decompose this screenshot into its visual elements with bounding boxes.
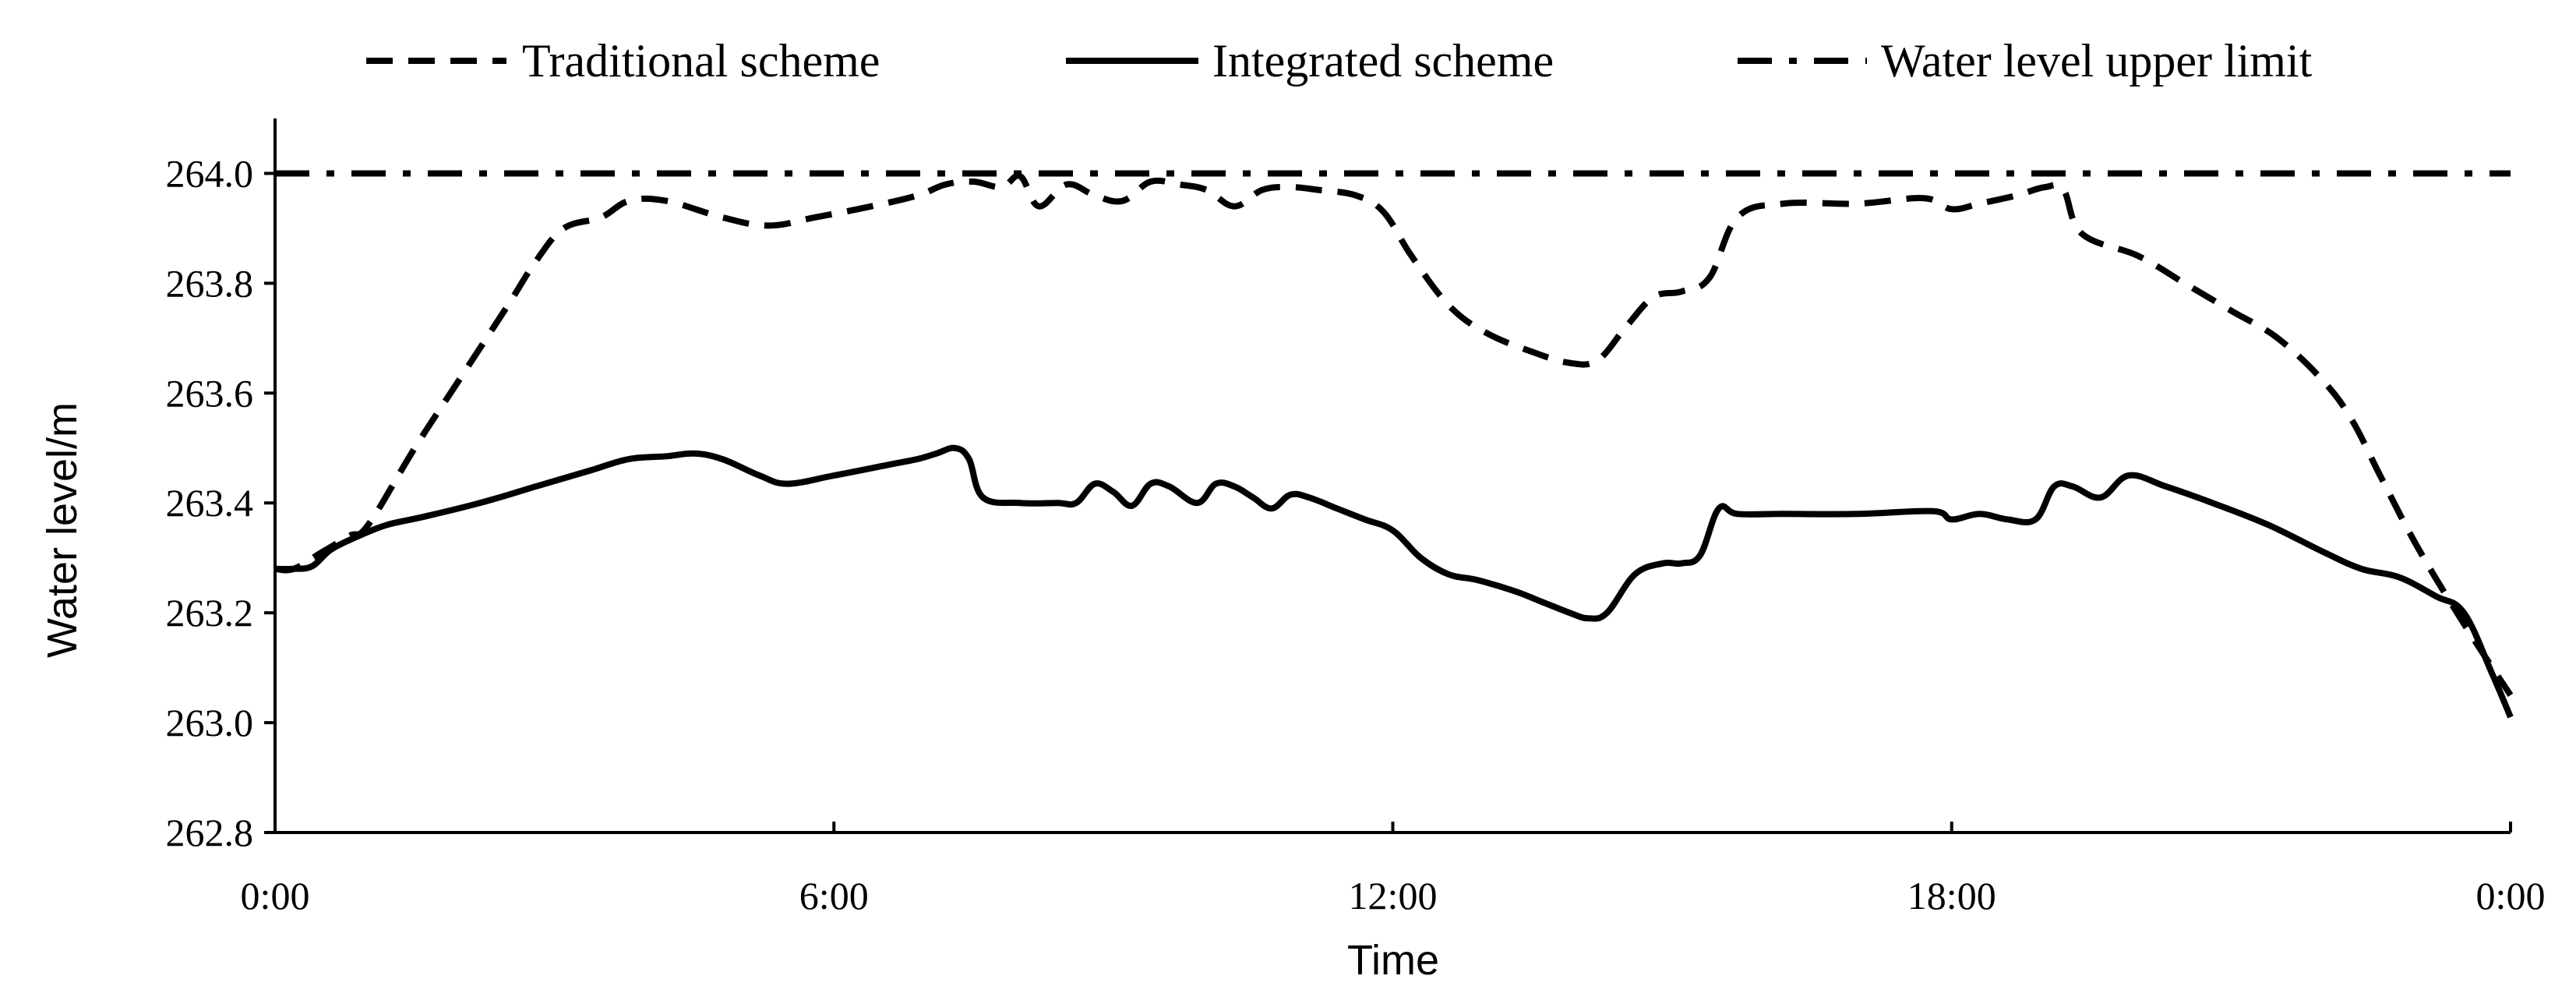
x-axis-title: Time <box>1347 937 1439 984</box>
y-tick-label: 263.0 <box>166 701 254 744</box>
x-tick-label: 0:00 <box>2476 874 2546 917</box>
y-tick-label: 263.2 <box>166 591 254 635</box>
axis-ticks: 262.8 263.0 263.2 263.4 263.6 263.8 264.0 0:00 6… <box>166 151 2546 917</box>
y-axis-title: Water level/m <box>39 402 86 658</box>
x-tick-label: 12:00 <box>1349 874 1438 917</box>
legend-label-traditional-scheme: Traditional scheme <box>522 35 880 87</box>
y-tick-label: 262.8 <box>166 811 254 854</box>
chart-legend: Traditional scheme Integrated scheme Wat… <box>366 35 2313 87</box>
series-line-traditional-scheme <box>274 172 2514 698</box>
x-tick-label: 18:00 <box>1907 874 1996 917</box>
series-line-integrated-scheme <box>274 444 2514 719</box>
y-tick-label: 263.6 <box>166 371 254 415</box>
y-tick-label: 263.4 <box>166 481 254 525</box>
y-tick-label: 264.0 <box>166 151 254 195</box>
y-tick-label: 263.8 <box>166 261 254 305</box>
legend-label-water-level-upper-limit: Water level upper limit <box>1881 35 2313 87</box>
series-lines <box>274 170 2514 719</box>
x-tick-label: 6:00 <box>799 874 869 917</box>
legend-label-integrated-scheme: Integrated scheme <box>1212 35 1554 87</box>
x-tick-label: 0:00 <box>241 874 310 917</box>
